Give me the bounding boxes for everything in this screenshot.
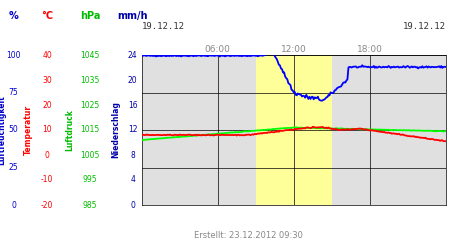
Text: %: % <box>9 11 18 21</box>
Text: 50: 50 <box>9 126 18 134</box>
Text: 10: 10 <box>42 126 52 134</box>
Text: Temperatur: Temperatur <box>24 105 33 155</box>
Bar <box>256 55 332 205</box>
Text: 20: 20 <box>128 76 138 84</box>
Text: 0: 0 <box>45 150 50 160</box>
Text: -20: -20 <box>41 200 54 209</box>
Text: Luftdruck: Luftdruck <box>65 109 74 151</box>
Text: Niederschlag: Niederschlag <box>111 102 120 158</box>
Text: 0: 0 <box>130 200 135 209</box>
Text: Luftfeuchtigkeit: Luftfeuchtigkeit <box>0 95 7 165</box>
Text: 4: 4 <box>130 176 135 184</box>
Text: 12: 12 <box>128 126 138 134</box>
Text: -10: -10 <box>41 176 54 184</box>
Text: 985: 985 <box>83 200 97 209</box>
Text: 0: 0 <box>11 200 16 209</box>
Text: Erstellt: 23.12.2012 09:30: Erstellt: 23.12.2012 09:30 <box>194 230 302 239</box>
Text: 24: 24 <box>128 50 138 59</box>
Text: hPa: hPa <box>80 11 100 21</box>
Text: 20: 20 <box>42 100 52 110</box>
Text: 1015: 1015 <box>81 126 99 134</box>
Text: 19.12.12: 19.12.12 <box>142 22 185 31</box>
Text: mm/h: mm/h <box>117 11 148 21</box>
Text: 8: 8 <box>130 150 135 160</box>
Text: 19.12.12: 19.12.12 <box>402 22 446 31</box>
Text: 30: 30 <box>42 76 52 84</box>
Text: 25: 25 <box>9 163 18 172</box>
Text: 1035: 1035 <box>80 76 100 84</box>
Text: °C: °C <box>41 11 53 21</box>
Text: 40: 40 <box>42 50 52 59</box>
Text: 995: 995 <box>83 176 97 184</box>
Text: 16: 16 <box>128 100 138 110</box>
Text: 100: 100 <box>6 50 21 59</box>
Text: 1005: 1005 <box>80 150 100 160</box>
Text: 1045: 1045 <box>80 50 100 59</box>
Text: 1025: 1025 <box>81 100 99 110</box>
Text: 75: 75 <box>9 88 18 97</box>
